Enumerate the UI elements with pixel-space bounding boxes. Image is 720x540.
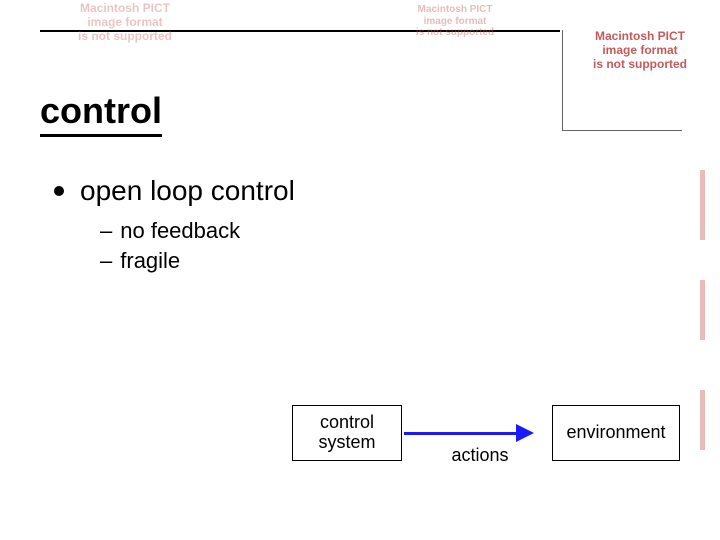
- sub-bullet: –fragile: [100, 246, 240, 276]
- pict-line: Macintosh PICT: [595, 29, 685, 43]
- pict-line: is not supported: [78, 29, 172, 43]
- sub-bullet-text: no feedback: [120, 218, 240, 243]
- diagram-arrow-shaft: [404, 432, 520, 435]
- artifact-stripe: [700, 280, 705, 340]
- sub-bullets: –no feedback –fragile: [100, 216, 240, 275]
- pict-line: is not supported: [593, 57, 687, 71]
- pict-warning-top-right: Macintosh PICT image format is not suppo…: [570, 30, 710, 71]
- pict-line: is not supported: [416, 27, 494, 38]
- pict-line: image format: [602, 43, 677, 57]
- pict-line: Macintosh PICT: [417, 4, 492, 15]
- box-label: environment: [566, 423, 665, 443]
- bullet-open-loop: open loop control: [54, 175, 295, 207]
- diagram-box-control-system: controlsystem: [292, 405, 402, 461]
- diagram-box-environment: environment: [552, 405, 680, 461]
- sub-bullet: –no feedback: [100, 216, 240, 246]
- bullet-dot-icon: [54, 186, 64, 196]
- edge-text: actions: [451, 445, 508, 465]
- pict-line: Macintosh PICT: [80, 1, 170, 15]
- pict-warning-top-left: Macintosh PICT image format is not suppo…: [40, 2, 210, 43]
- arrow-head-icon: [516, 424, 536, 442]
- tr-box-bottom: [562, 130, 682, 131]
- pict-line: image format: [424, 16, 487, 27]
- bullet-text: open loop control: [80, 175, 295, 206]
- artifact-stripe: [700, 170, 705, 240]
- sub-bullet-text: fragile: [120, 248, 180, 273]
- pict-line: image format: [87, 15, 162, 29]
- pict-warning-top-center: Macintosh PICT image format is not suppo…: [400, 4, 510, 39]
- tr-box-left: [562, 30, 563, 130]
- artifact-stripe: [700, 390, 705, 450]
- slide-title: control: [40, 90, 162, 137]
- title-text: control: [40, 90, 162, 131]
- box-label: controlsystem: [318, 413, 375, 453]
- dash-icon: –: [100, 248, 112, 273]
- dash-icon: –: [100, 218, 112, 243]
- diagram-edge-label: actions: [440, 445, 520, 466]
